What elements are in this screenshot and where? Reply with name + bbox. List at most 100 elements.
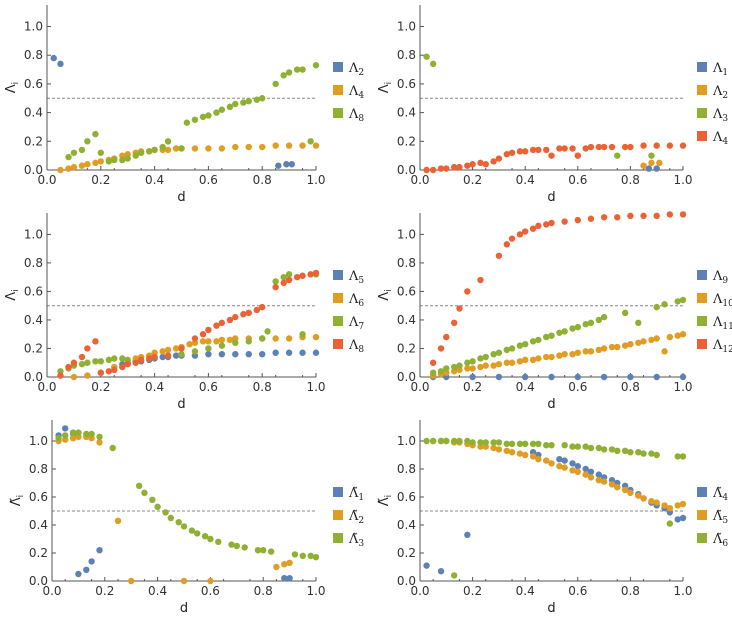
data-point [124, 155, 131, 162]
x-tick-label: 0.0 [42, 584, 61, 598]
data-point [640, 142, 647, 149]
legend-swatch [333, 487, 343, 497]
data-point [614, 447, 621, 454]
x-tick-label: 0.8 [254, 584, 273, 598]
y-tick-label: 0.2 [397, 546, 416, 560]
data-point [522, 373, 529, 381]
y-tick-label: 0.0 [397, 370, 416, 384]
data-point [614, 214, 621, 221]
data-point [548, 373, 555, 381]
legend-label: Λ12 [712, 338, 732, 355]
data-point [529, 225, 537, 232]
x-tick-label: 0.2 [463, 173, 482, 187]
data-point [281, 575, 288, 582]
data-point [661, 301, 668, 308]
data-point [529, 440, 537, 447]
data-point [635, 449, 642, 456]
x-tick-label: 1.0 [673, 584, 692, 598]
data-point [495, 155, 503, 162]
data-point [450, 572, 458, 579]
data-point [535, 222, 542, 230]
legend-label: Λ3 [712, 107, 728, 124]
series-Λ7 [57, 271, 320, 375]
series-Λ̃1 [55, 425, 293, 582]
legend-swatch [697, 487, 707, 497]
legend-label: Λ8 [348, 107, 364, 124]
data-point [600, 373, 608, 381]
legend-swatch [333, 62, 343, 72]
data-point [582, 471, 589, 478]
data-point [595, 444, 603, 452]
data-point [653, 142, 660, 149]
data-point [614, 484, 621, 491]
data-point [273, 563, 280, 571]
data-point [595, 477, 603, 484]
data-point [437, 165, 445, 172]
data-point [119, 363, 126, 371]
y-tick-label: 0.8 [24, 48, 43, 62]
data-point [679, 373, 687, 381]
data-point [482, 362, 489, 369]
data-point [199, 338, 207, 345]
data-point [582, 321, 589, 328]
x-tick-label: 0.4 [516, 173, 535, 187]
data-point [83, 566, 90, 573]
data-point [621, 342, 629, 349]
x-axis-label: d [547, 397, 555, 412]
data-point [587, 143, 595, 151]
data-point [653, 212, 660, 220]
data-point [574, 443, 581, 450]
data-point [535, 456, 542, 463]
data-point [645, 165, 653, 172]
data-point [648, 336, 655, 344]
data-point [561, 218, 568, 225]
x-tick-label: 0.4 [145, 380, 164, 394]
series-Λ̃4 [423, 449, 687, 575]
x-axis-label: d [177, 190, 185, 205]
y-tick-label: 0.2 [24, 341, 43, 355]
data-point [218, 319, 226, 327]
data-point [272, 335, 279, 342]
data-point [516, 440, 524, 447]
data-point [614, 152, 621, 159]
data-point [495, 360, 503, 368]
data-point [595, 316, 603, 324]
x-tick-label: 0.6 [568, 584, 587, 598]
data-point [574, 323, 581, 331]
data-point [61, 432, 69, 439]
data-point [254, 547, 262, 554]
data-point [233, 542, 240, 550]
data-point [508, 359, 516, 366]
data-point [679, 453, 687, 460]
data-point [587, 348, 595, 355]
data-point [529, 338, 537, 345]
data-point [423, 437, 430, 445]
x-tick-label: 0.2 [463, 584, 482, 598]
x-tick-label: 0.0 [410, 380, 429, 394]
data-point [522, 148, 529, 155]
data-point [661, 502, 668, 509]
data-point [55, 435, 62, 442]
data-point [582, 145, 589, 152]
data-point [648, 159, 655, 167]
data-point [666, 142, 674, 149]
data-point [205, 350, 212, 358]
x-tick-label: 1.0 [306, 380, 325, 394]
data-point [556, 329, 563, 336]
data-point [285, 349, 293, 356]
data-point [285, 335, 293, 342]
y-tick-label: 0.8 [29, 462, 48, 476]
data-point [205, 145, 212, 152]
data-point [640, 162, 647, 169]
data-point [286, 559, 293, 566]
data-point [280, 279, 287, 287]
data-point [137, 356, 145, 364]
data-point [105, 158, 113, 165]
data-point [516, 450, 524, 457]
data-point [218, 342, 226, 349]
data-point [621, 143, 629, 151]
data-point [164, 138, 172, 145]
data-point [253, 96, 261, 103]
data-point [640, 212, 647, 220]
